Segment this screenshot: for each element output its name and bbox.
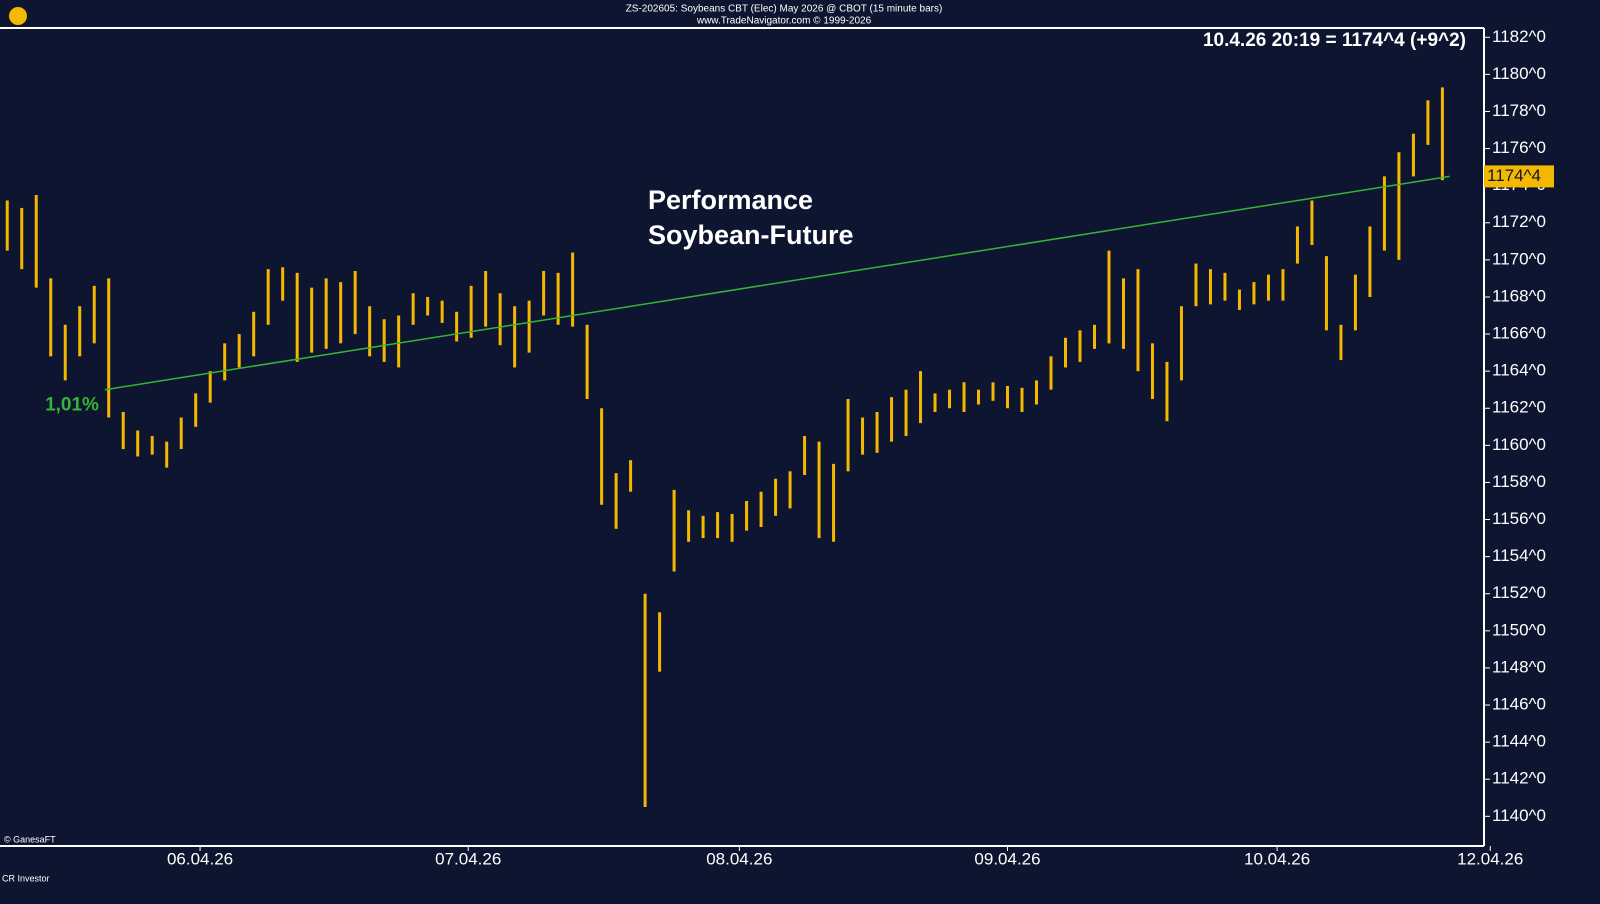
y-tick-label: 1162^0: [1492, 398, 1546, 417]
y-tick-label: 1170^0: [1492, 249, 1546, 268]
annotation: Soybean-Future: [648, 220, 854, 250]
copyright: © GanesaFT: [4, 834, 56, 844]
y-tick-label: 1152^0: [1492, 583, 1546, 602]
y-tick-label: 1166^0: [1492, 324, 1546, 343]
y-tick-label: 1146^0: [1492, 695, 1546, 714]
y-tick-label: 1178^0: [1492, 101, 1546, 120]
y-tick-label: 1148^0: [1492, 657, 1546, 676]
chart-subtitle: www.TradeNavigator.com © 1999-2026: [696, 16, 872, 27]
x-tick-label: 09.04.26: [974, 849, 1040, 868]
trend-label: 1,01%: [45, 395, 99, 416]
footer: CR Investor: [2, 873, 50, 883]
y-tick-label: 1172^0: [1492, 212, 1546, 231]
last-price-tag: [1484, 165, 1554, 188]
quote-label: 10.4.26 20:19 = 1174^4 (+9^2): [1203, 30, 1466, 51]
logo: [9, 7, 27, 25]
y-tick-label: 1176^0: [1492, 138, 1546, 157]
y-tick-label: 1168^0: [1492, 286, 1546, 305]
last-price-label: 1174^4: [1487, 166, 1541, 185]
y-tick-label: 1154^0: [1492, 546, 1546, 565]
trend-line: [104, 175, 1450, 391]
y-tick-label: 1160^0: [1492, 435, 1546, 454]
x-tick-label: 08.04.26: [706, 849, 772, 868]
y-tick-label: 1158^0: [1492, 472, 1546, 491]
x-tick-label: 07.04.26: [435, 849, 501, 868]
chart-title: ZS-202605: Soybeans CBT (Elec) May 2026 …: [626, 4, 943, 15]
x-tick-label: 12.04.26: [1457, 849, 1523, 868]
y-tick-label: 1164^0: [1492, 361, 1546, 380]
y-tick-label: 1182^0: [1492, 27, 1546, 46]
annotation: Performance: [648, 185, 813, 215]
y-tick-label: 1150^0: [1492, 620, 1546, 639]
x-tick-label: 10.04.26: [1244, 849, 1310, 868]
y-tick-label: 1144^0: [1492, 732, 1546, 751]
y-tick-label: 1140^0: [1492, 806, 1546, 825]
y-tick-label: 1156^0: [1492, 509, 1546, 528]
y-tick-label: 1180^0: [1492, 64, 1546, 83]
y-tick-label: 1142^0: [1492, 769, 1546, 788]
x-tick-label: 06.04.26: [167, 849, 233, 868]
